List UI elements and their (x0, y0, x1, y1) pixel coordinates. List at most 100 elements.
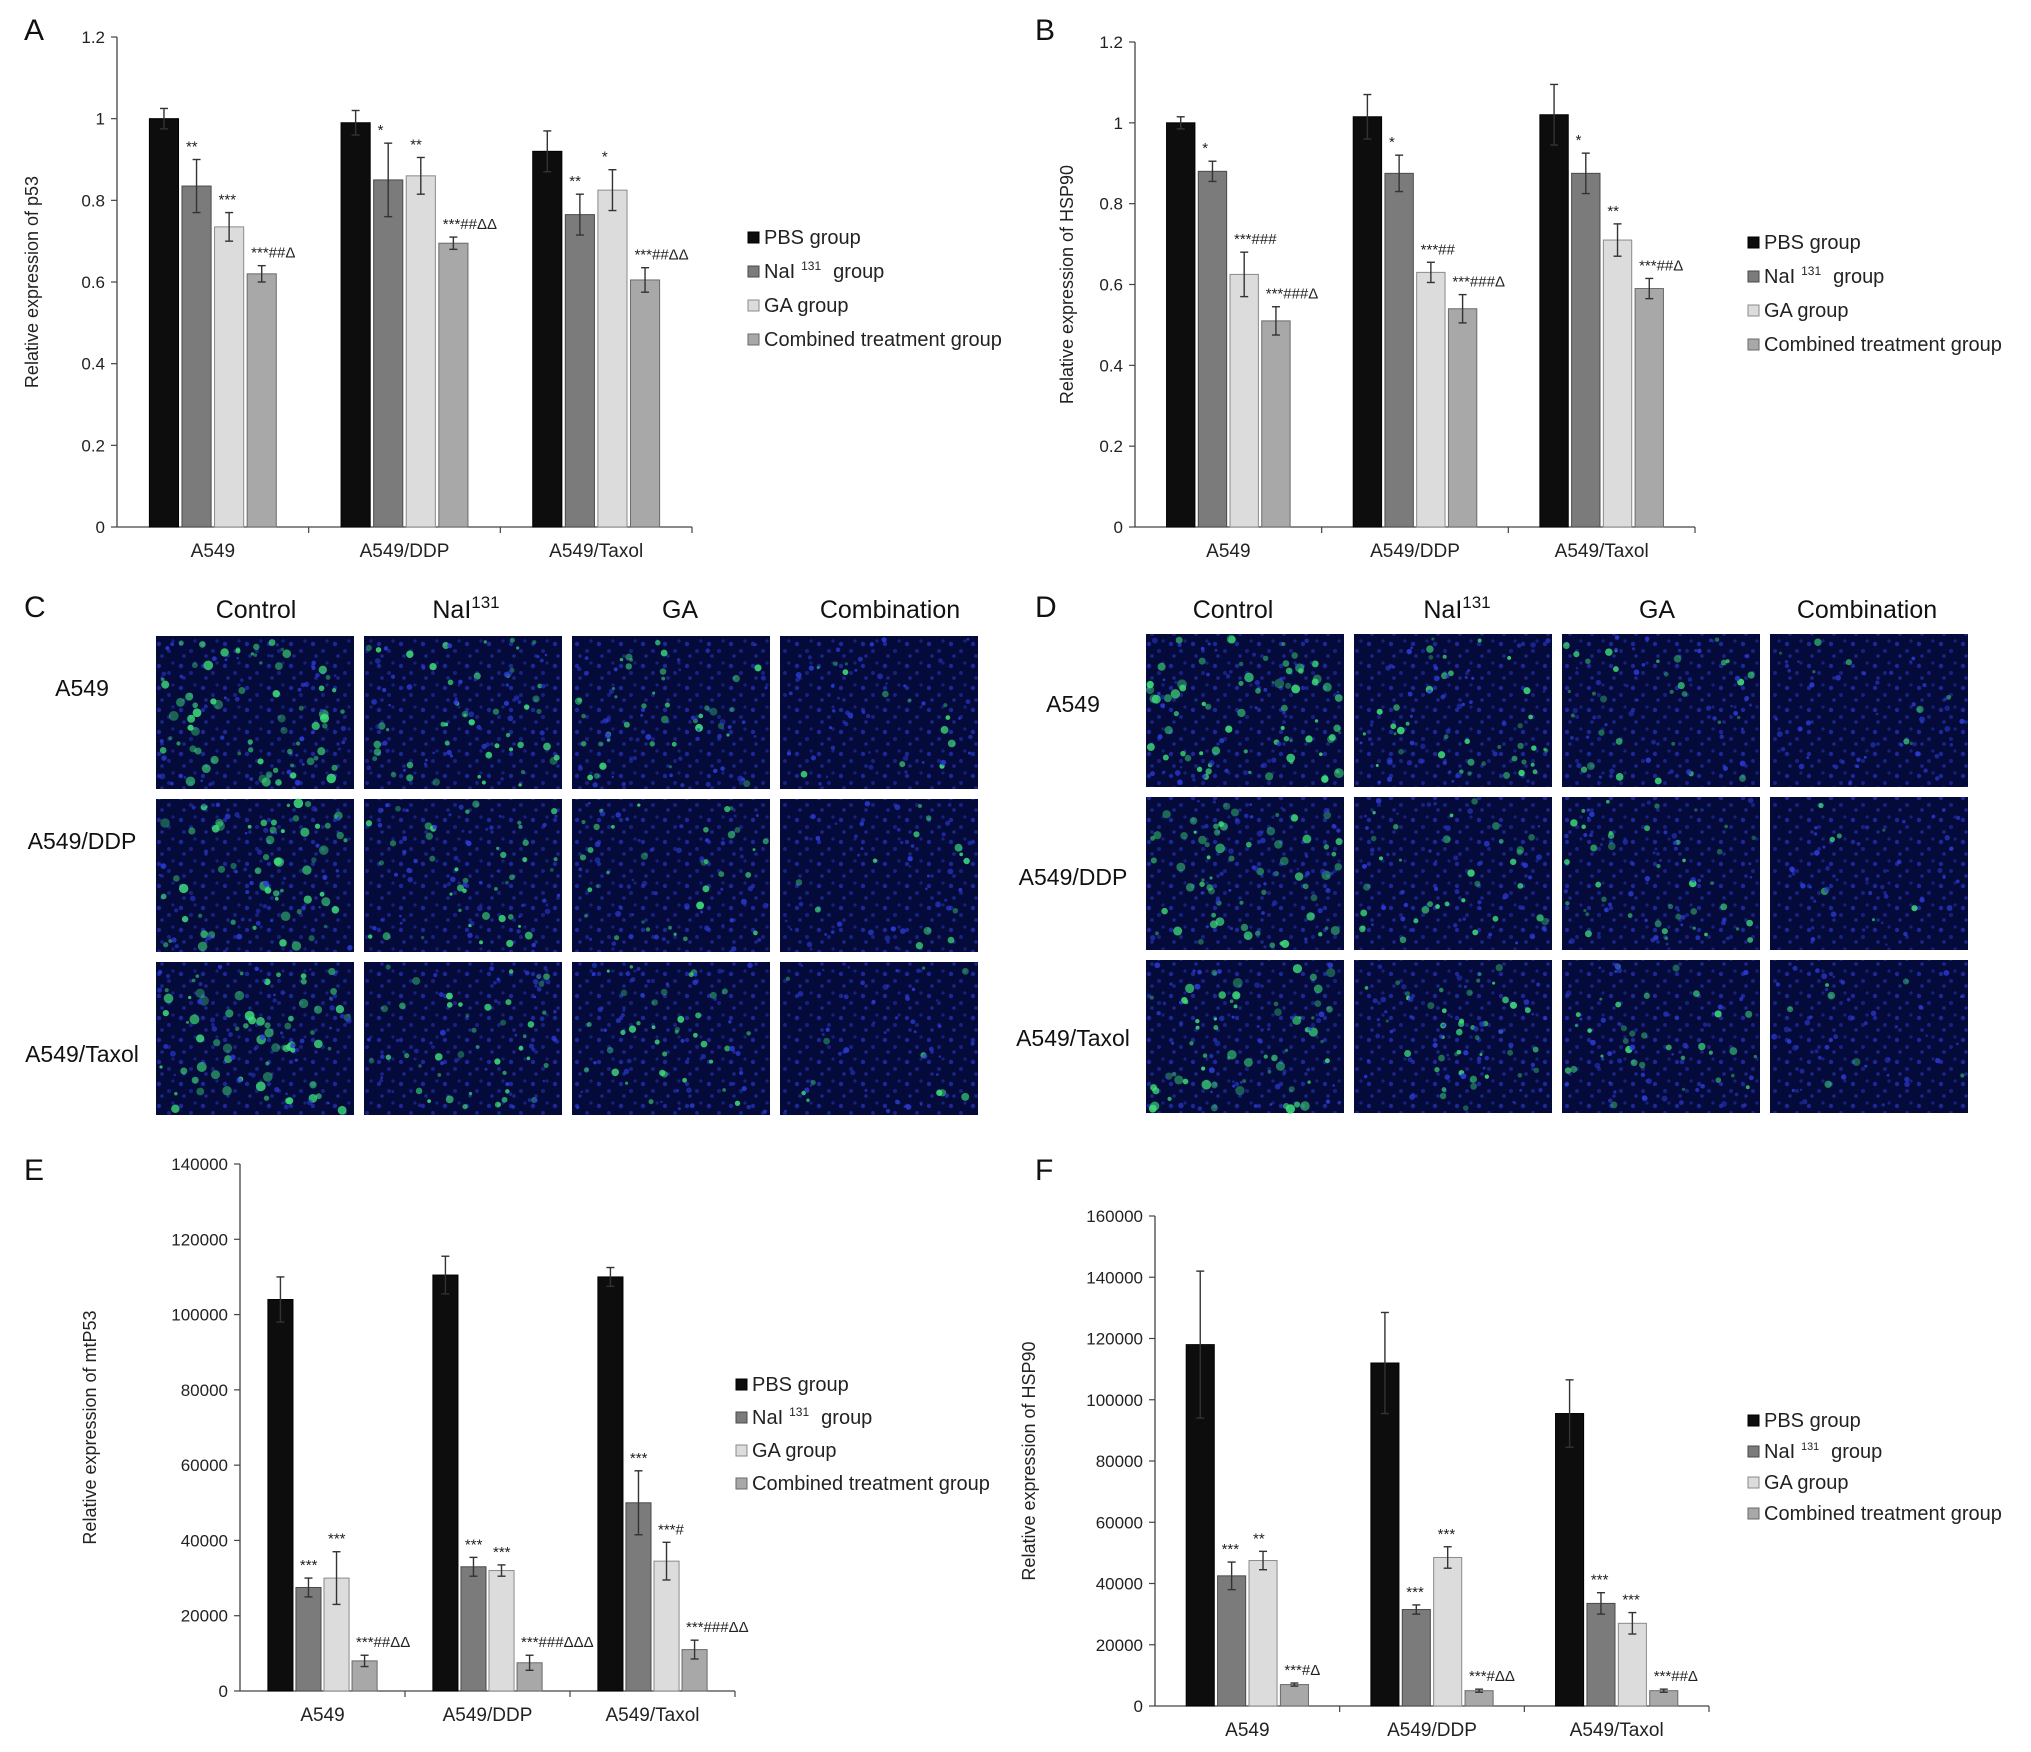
nucleus-dot (1529, 933, 1536, 940)
fluorescent-cell (1213, 1017, 1217, 1021)
fluorescent-cell (1201, 1079, 1212, 1090)
fluorescent-cell (522, 1034, 527, 1039)
nucleus-dot (1200, 891, 1204, 895)
nucleus-dot (553, 1009, 557, 1014)
fluorescent-cell (425, 832, 433, 840)
nucleus-dot (626, 1058, 632, 1064)
nucleus-dot (640, 993, 645, 998)
fluorescent-cell (1195, 1018, 1200, 1024)
nucleus-dot (259, 1034, 266, 1040)
nucleus-dot (1855, 764, 1860, 769)
fluorescent-cell (1300, 1101, 1310, 1111)
nucleus-dot (1282, 711, 1286, 715)
fluorescent-cell (1281, 641, 1286, 647)
fluorescent-cell (168, 710, 179, 721)
nucleus-dot (286, 769, 292, 775)
bar (1539, 114, 1569, 528)
fluorescent-cell (1746, 919, 1754, 927)
fluorescent-cell (1598, 729, 1605, 736)
significance-label: *** (493, 1544, 511, 1561)
fluorescent-cell (688, 972, 694, 978)
nuclei-stain (1770, 634, 1968, 787)
nucleus-dot (854, 834, 858, 839)
nucleus-dot (1214, 648, 1218, 652)
bar (653, 1560, 680, 1692)
fluorescent-cell (1274, 1008, 1282, 1017)
nucleus-dot (1608, 902, 1612, 907)
nucleus-dot (1446, 1053, 1450, 1057)
nucleus-dot (676, 847, 682, 854)
fluorescent-cell (1622, 1038, 1629, 1044)
nucleus-dot (1318, 1011, 1325, 1018)
legend-swatch (1747, 270, 1760, 283)
nucleus-dot (1564, 833, 1569, 839)
nucleus-dot (686, 1057, 690, 1061)
nucleus-dot (274, 831, 278, 835)
nucleus-dot (253, 1046, 258, 1051)
fluorescent-cell (1281, 939, 1290, 948)
fluorescent-cell (1185, 983, 1195, 994)
fluorescent-cell (1472, 929, 1479, 936)
nucleus-dot (1821, 973, 1828, 980)
fluorescent-cell (477, 774, 482, 779)
nucleus-dot (1771, 1033, 1778, 1040)
fluorescent-cell (629, 658, 634, 662)
nucleus-dot (1536, 854, 1542, 861)
nucleus-dot (1748, 703, 1753, 707)
fluorescent-cell (682, 1077, 687, 1083)
fluorescent-cell (429, 662, 437, 671)
nucleus-dot (809, 1084, 813, 1087)
nucleus-dot (1911, 656, 1916, 661)
nucleus-dot (1931, 814, 1936, 819)
column-header: Control (1193, 596, 1274, 624)
nucleus-dot (1744, 695, 1750, 701)
bar (1352, 116, 1383, 528)
nucleus-dot (1205, 925, 1209, 929)
nucleus-dot (607, 1049, 611, 1052)
fluorescent-cell (1269, 942, 1276, 949)
nucleus-dot (551, 1035, 557, 1041)
nucleus-dot (1263, 945, 1267, 949)
nucleus-dot (1464, 675, 1468, 680)
fluorescent-cell (265, 835, 275, 845)
nucleus-dot (1603, 907, 1609, 913)
nucleus-dot (1502, 893, 1509, 899)
significance-label: * (1202, 140, 1208, 157)
fluorescent-cell (321, 897, 331, 907)
fluorescent-cell (1427, 901, 1434, 907)
nucleus-dot (1531, 1012, 1535, 1016)
nucleus-dot (429, 1041, 433, 1045)
nucleus-dot (1154, 962, 1161, 969)
nucleus-dot (625, 817, 630, 822)
column-header: Control (216, 596, 297, 624)
fluorescent-cell (661, 676, 666, 681)
fluorescent-cell (1279, 856, 1289, 866)
fluorescent-cell (1503, 771, 1511, 779)
nucleus-dot (641, 707, 645, 712)
bar (564, 214, 595, 528)
fluorescent-cell (196, 1087, 205, 1096)
nucleus-dot (1625, 684, 1629, 688)
fluorescent-cell (1321, 775, 1329, 783)
nucleus-dot (1377, 964, 1383, 970)
nucleus-dot (1880, 884, 1885, 890)
panel-letter-a: A (24, 14, 44, 47)
nucleus-dot (1409, 1015, 1413, 1019)
fluorescent-cell (1600, 1054, 1604, 1058)
nucleus-dot (421, 665, 426, 670)
nucleus-dot (746, 1104, 751, 1110)
nucleus-dot (753, 642, 758, 647)
nucleus-dot (1564, 1082, 1569, 1087)
nucleus-dot (424, 762, 427, 766)
micrograph-image (1145, 634, 1344, 787)
fluorescent-cell (274, 662, 283, 670)
fluorescent-cell (1146, 680, 1154, 689)
fluorescent-cell (313, 1039, 323, 1049)
legend-swatch (1747, 338, 1760, 351)
nucleus-dot (1201, 774, 1207, 779)
fluorescent-cell (1442, 654, 1447, 659)
nucleus-dot (1256, 1024, 1260, 1028)
nucleus-dot (1400, 889, 1405, 895)
fluorescent-cell (1916, 705, 1924, 714)
